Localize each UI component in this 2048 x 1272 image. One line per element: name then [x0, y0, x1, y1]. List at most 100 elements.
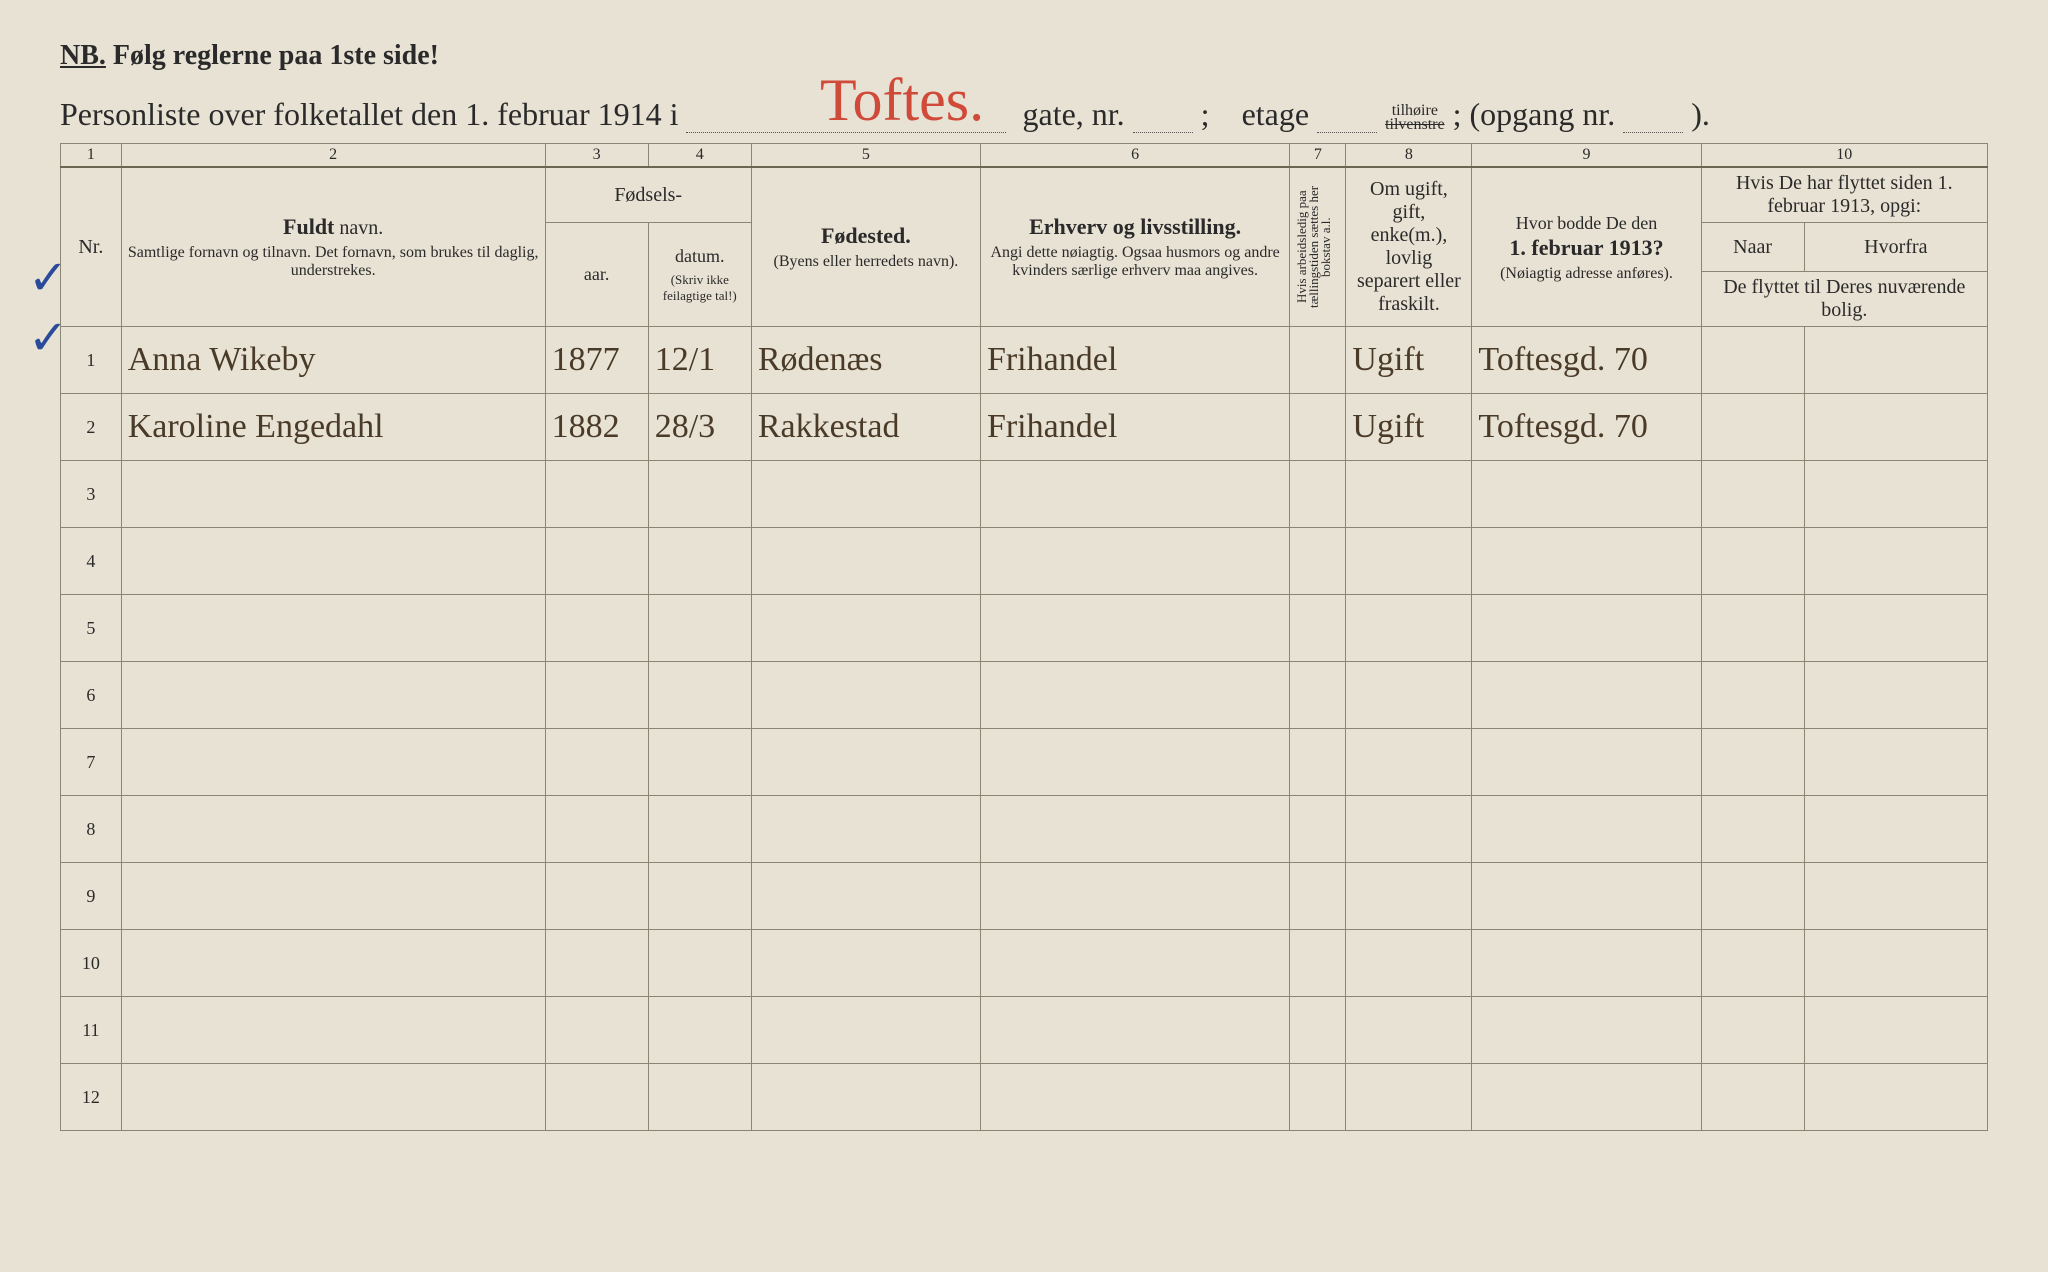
cell-hvorfra [1804, 461, 1987, 528]
cell-addr [1472, 729, 1701, 796]
table-body: 1Anna Wikeby187712/1RødenæsFrihandelUgif… [61, 327, 1988, 1131]
hdr-arbeidsledig: Hvis arbeidsledig paa tællingstiden sætt… [1290, 167, 1346, 327]
cell-naar [1701, 930, 1804, 997]
cell-hvorfra [1804, 327, 1987, 394]
cell-datum: 12/1 [648, 327, 751, 394]
hdr-arbeidsledig-vert: Hvis arbeidsledig paa tællingstiden sætt… [1296, 172, 1332, 322]
cell-erhverv [980, 729, 1289, 796]
rownum: 10 [61, 930, 122, 997]
colnum: 8 [1346, 144, 1472, 168]
hdr-addr-b: 1. februar 1913? [1509, 235, 1663, 260]
street-handwritten: Toftes. [820, 66, 984, 135]
rownum: 5 [61, 595, 122, 662]
cell-addr [1472, 796, 1701, 863]
etage-field [1317, 110, 1377, 133]
cell-addr [1472, 662, 1701, 729]
cell-name [121, 528, 545, 595]
cell-naar [1701, 729, 1804, 796]
cell-naar [1701, 327, 1804, 394]
cell-name: Karoline Engedahl [121, 394, 545, 461]
cell-addr [1472, 595, 1701, 662]
opgang-field [1623, 110, 1683, 133]
table-row: 10 [61, 930, 1988, 997]
cell-aar [545, 729, 648, 796]
cell-naar [1701, 796, 1804, 863]
column-number-row: 1 2 3 4 5 6 7 8 9 10 [61, 144, 1988, 168]
blue-checkmark: ✓ [28, 310, 68, 366]
cell-c7 [1290, 595, 1346, 662]
tilvenstre-text: tilvenstre [1385, 118, 1445, 132]
rownum: 2 [61, 394, 122, 461]
cell-aar [545, 930, 648, 997]
cell-ugift [1346, 528, 1472, 595]
colnum: 3 [545, 144, 648, 168]
cell-fodested [751, 997, 980, 1064]
cell-addr: Toftesgd. 70 [1472, 394, 1701, 461]
cell-ugift: Ugift [1346, 327, 1472, 394]
cell-naar [1701, 394, 1804, 461]
cell-fodested [751, 729, 980, 796]
rownum: 4 [61, 528, 122, 595]
cell-fodested [751, 461, 980, 528]
cell-ugift [1346, 796, 1472, 863]
cell-naar [1701, 528, 1804, 595]
cell-hvorfra [1804, 997, 1987, 1064]
table-row: 3 [61, 461, 1988, 528]
cell-name [121, 662, 545, 729]
hdr-addr-a: Hvor bodde De den [1516, 213, 1657, 233]
cell-aar: 1882 [545, 394, 648, 461]
paren-close: ). [1691, 96, 1710, 132]
rownum: 9 [61, 863, 122, 930]
cell-erhverv [980, 528, 1289, 595]
cell-fodested [751, 528, 980, 595]
cell-datum [648, 1064, 751, 1131]
cell-ugift [1346, 662, 1472, 729]
cell-datum: 28/3 [648, 394, 751, 461]
cell-erhverv [980, 461, 1289, 528]
cell-name [121, 863, 545, 930]
census-form-page: ✓ ✓ NB. Følg reglerne paa 1ste side! Per… [0, 0, 2048, 1272]
cell-aar [545, 796, 648, 863]
cell-hvorfra [1804, 662, 1987, 729]
cell-c7 [1290, 796, 1346, 863]
cell-ugift [1346, 461, 1472, 528]
cell-erhverv: Frihandel [980, 327, 1289, 394]
cell-aar [545, 595, 648, 662]
cell-c7 [1290, 528, 1346, 595]
cell-hvorfra [1804, 394, 1987, 461]
cell-ugift [1346, 863, 1472, 930]
cell-naar [1701, 1064, 1804, 1131]
hdr-name-small: Samtlige fornavn og tilnavn. Det fornavn… [128, 244, 539, 280]
nb-text: Følg reglerne paa 1ste side! [113, 40, 439, 71]
cell-datum [648, 796, 751, 863]
cell-addr [1472, 930, 1701, 997]
cell-erhverv [980, 997, 1289, 1064]
table-row: 5 [61, 595, 1988, 662]
hdr-fodested-small: (Byens eller herredets navn). [758, 253, 974, 271]
hdr-aar: aar. [545, 223, 648, 327]
cell-c7 [1290, 997, 1346, 1064]
census-table: 1 2 3 4 5 6 7 8 9 10 Nr. Fuldt navn. Sam… [60, 143, 1988, 1131]
colnum: 4 [648, 144, 751, 168]
cell-naar [1701, 863, 1804, 930]
colnum: 9 [1472, 144, 1701, 168]
cell-erhverv [980, 796, 1289, 863]
cell-datum [648, 595, 751, 662]
cell-ugift [1346, 729, 1472, 796]
cell-c7 [1290, 327, 1346, 394]
cell-fodested [751, 1064, 980, 1131]
cell-erhverv: Frihandel [980, 394, 1289, 461]
cell-aar [545, 528, 648, 595]
cell-erhverv [980, 863, 1289, 930]
cell-name [121, 930, 545, 997]
cell-addr [1472, 997, 1701, 1064]
cell-erhverv [980, 930, 1289, 997]
cell-fodested [751, 662, 980, 729]
title-prefix: Personliste over folketallet den 1. febr… [60, 96, 678, 132]
cell-hvorfra [1804, 930, 1987, 997]
cell-naar [1701, 997, 1804, 1064]
cell-erhverv [980, 1064, 1289, 1131]
cell-aar [545, 1064, 648, 1131]
cell-ugift: Ugift [1346, 394, 1472, 461]
gate-label: gate, nr. [1022, 96, 1124, 132]
